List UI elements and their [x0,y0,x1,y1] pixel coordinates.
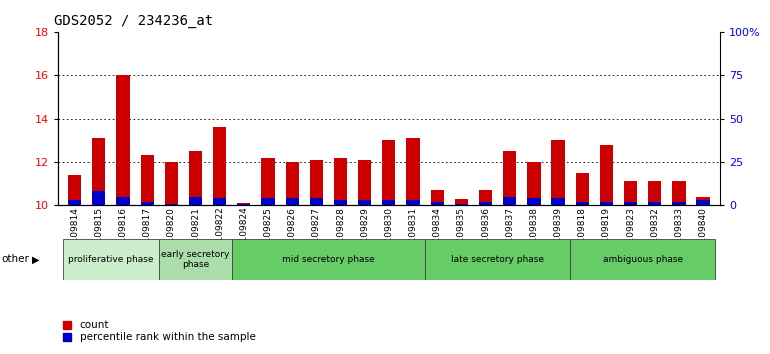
Bar [382,200,396,205]
Bar [62,239,159,280]
Bar [672,182,685,205]
Bar [430,202,444,205]
Bar [92,192,105,205]
Bar [455,199,468,205]
Bar [479,202,492,205]
Bar [430,190,444,205]
Bar [696,200,710,205]
Bar [503,197,517,205]
Bar [237,204,250,205]
Bar [237,203,250,205]
Bar [334,200,347,205]
Bar [141,202,154,205]
Bar [575,202,589,205]
Bar [624,182,638,205]
Bar [575,173,589,205]
Text: late secretory phase: late secretory phase [451,255,544,264]
Bar [189,197,203,205]
Bar [286,162,299,205]
Bar [68,175,82,205]
Bar [165,162,178,205]
Bar [189,151,203,205]
Text: ambiguous phase: ambiguous phase [603,255,683,264]
Bar [68,200,82,205]
Bar [116,197,129,205]
Bar [425,239,570,280]
Bar [503,151,517,205]
Bar [358,200,371,205]
Bar [551,140,564,205]
Bar [407,138,420,205]
Bar [672,202,685,205]
Bar [382,140,396,205]
Bar [648,202,661,205]
Bar [624,202,638,205]
Bar [261,158,275,205]
Text: mid secretory phase: mid secretory phase [282,255,375,264]
Bar [600,202,613,205]
Bar [310,198,323,205]
Bar [407,200,420,205]
Bar [232,239,425,280]
Bar [455,204,468,205]
Bar [286,198,299,205]
Text: GDS2052 / 234236_at: GDS2052 / 234236_at [54,14,213,28]
Bar [600,144,613,205]
Bar [527,198,541,205]
Text: proliferative phase: proliferative phase [69,255,154,264]
Text: early secretory
phase: early secretory phase [162,250,229,269]
Bar [165,204,178,205]
Bar [696,197,710,205]
Bar [479,190,492,205]
Bar [551,198,564,205]
Bar [116,75,129,205]
Bar [334,158,347,205]
Bar [570,239,715,280]
Bar [141,155,154,205]
Text: ▶: ▶ [32,254,40,264]
Bar [213,198,226,205]
Legend: count, percentile rank within the sample: count, percentile rank within the sample [63,320,256,342]
Text: other: other [2,254,29,264]
Bar [159,239,232,280]
Bar [261,198,275,205]
Bar [648,182,661,205]
Bar [92,138,105,205]
Bar [213,127,226,205]
Bar [358,160,371,205]
Bar [310,160,323,205]
Bar [527,162,541,205]
